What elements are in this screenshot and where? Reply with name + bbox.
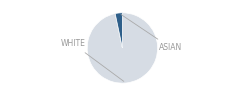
Text: WHITE: WHITE [60,39,124,81]
Wedge shape [87,13,158,83]
Text: ASIAN: ASIAN [121,14,183,52]
Wedge shape [115,13,122,48]
